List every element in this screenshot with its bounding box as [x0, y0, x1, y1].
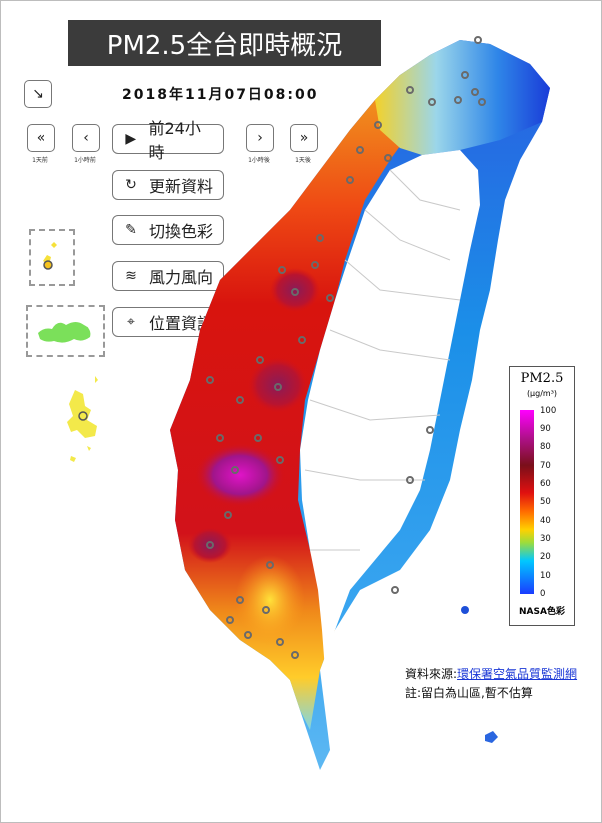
location-info-label: 位置資訊 [149, 314, 214, 333]
refresh-data-button[interactable]: ↻ 更新資料 [112, 170, 224, 200]
forward-1-day-caption: 1天後 [295, 157, 311, 164]
forward-1-day-button[interactable]: » [290, 124, 318, 152]
double-chevron-right-icon: » [299, 130, 309, 146]
taiwan-pm25-map[interactable] [160, 30, 560, 790]
wind-direction-button[interactable]: ≋ 風力風向 [112, 261, 224, 291]
back-1-hour-caption: 1小時前 [74, 157, 96, 164]
switch-color-label: 切換色彩 [149, 222, 214, 241]
back-1-day-caption: 1天前 [32, 157, 48, 164]
legend-title: PM2.5 [520, 371, 564, 386]
footnote: 註:留白為山區,暫不估算 [405, 686, 533, 700]
legend-tick: 30 [540, 534, 551, 544]
past-24-hours-button[interactable]: ▶ 前24小時 [112, 119, 224, 162]
forward-1-hour-caption: 1小時後 [248, 157, 270, 164]
legend-tick: 10 [540, 571, 551, 581]
brush-icon: ✎ [125, 222, 137, 238]
page-title: PM2.5全台即時概況 [68, 20, 381, 66]
chevron-right-icon: › [257, 130, 263, 146]
wind-icon: ≋ [125, 268, 137, 284]
wind-direction-label: 風力風向 [149, 268, 214, 287]
back-1-hour-button[interactable]: ‹ [72, 124, 100, 152]
legend-tick: 60 [540, 479, 551, 489]
refresh-data-label: 更新資料 [149, 177, 214, 196]
location-pin-icon: ⌖ [127, 314, 135, 330]
matsu-islands-map [43, 242, 57, 270]
data-source: 資料來源:環保署空氣品質監測網 [405, 665, 577, 682]
pm25-color-legend: PM2.5 (μg/m³) 100 90 80 70 60 50 40 30 2… [509, 366, 575, 626]
legend-tick: 100 [540, 406, 557, 416]
legend-tick: 40 [540, 516, 551, 526]
back-1-day-button[interactable]: « [27, 124, 55, 152]
switch-color-button[interactable]: ✎ 切換色彩 [112, 215, 224, 245]
legend-footer: NASA色彩 [519, 607, 565, 617]
arrow-down-right-icon: ↘ [32, 86, 44, 102]
legend-tick: 50 [540, 497, 551, 507]
legend-tick: 20 [540, 552, 551, 562]
source-label: 資料來源: [405, 667, 458, 681]
source-link[interactable]: 環保署空氣品質監測網 [457, 667, 578, 681]
legend-tick: 0 [540, 589, 546, 599]
legend-tick: 70 [540, 461, 551, 471]
chevron-left-icon: ‹ [83, 130, 89, 146]
location-info-button[interactable]: ⌖ 位置資訊 [112, 307, 224, 337]
forward-1-hour-button[interactable]: › [246, 124, 274, 152]
legend-tick: 90 [540, 424, 551, 434]
play-icon: ▶ [125, 131, 137, 147]
double-chevron-left-icon: « [36, 130, 46, 146]
matsu-inset[interactable] [29, 229, 75, 286]
past-24-hours-label: 前24小時 [148, 119, 201, 162]
kinmen-inset[interactable] [26, 305, 105, 357]
legend-tick: 80 [540, 442, 551, 452]
collapse-panel-button[interactable]: ↘ [24, 80, 52, 108]
refresh-icon: ↻ [125, 177, 137, 193]
penghu-islands-map [67, 376, 98, 462]
kinmen-islands-map [38, 322, 91, 343]
legend-unit: (μg/m³) [526, 389, 558, 398]
timestamp: 2018年11月07日08:00 [122, 87, 319, 103]
legend-color-bar [520, 410, 534, 594]
